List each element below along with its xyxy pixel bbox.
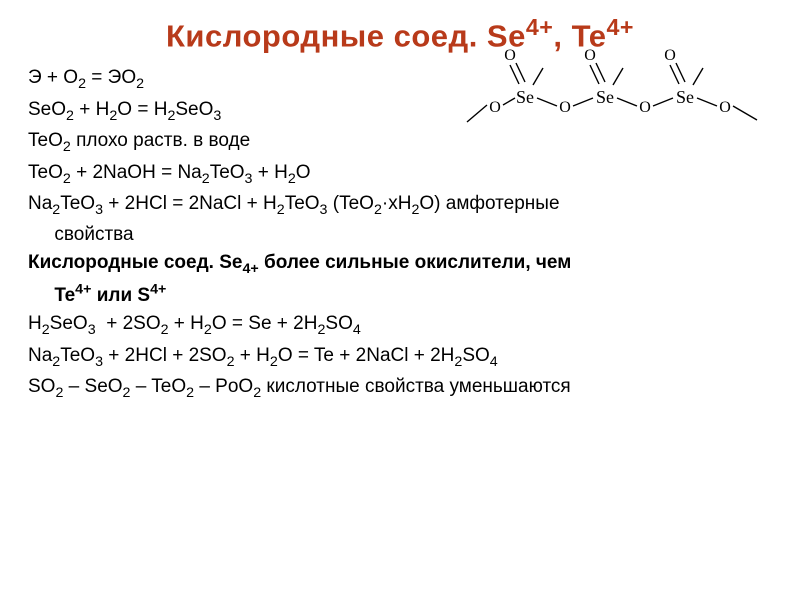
slide: Кислородные соед. Se4+, Te4+ Se O O O Se [0,0,800,600]
o-atom: O [664,47,676,64]
se-atom-1: Se [516,87,534,107]
o-atom: O [559,99,571,116]
eq-line: SO2 – SeO2 – TeO2 – PoO2 кислотные свойс… [28,373,772,403]
structure-diagram: Se O O O Se O O Se [465,40,775,130]
eq-line: H2SeO3 + 2SO2 + H2O = Se + 2H2SO4 [28,310,772,340]
o-atom: O [489,99,501,116]
eq-line: Na2TeO3 + 2HCl = 2NaCl + H2TeO3 (TeO2·xH… [28,190,772,248]
se-atom-3: Se [676,87,694,107]
eq-line: Na2TeO3 + 2HCl + 2SO2 + H2O = Te + 2NaCl… [28,342,772,372]
se-atom-2: Se [596,87,614,107]
eq-line: TeO2 плохо раств. в воде [28,127,772,157]
eq-line: Кислородные соед. Se4+ более сильные оки… [28,249,772,309]
eq-line: TeO2 + 2NaOH = Na2TeO3 + H2O [28,159,772,189]
o-atom: O [719,99,731,116]
o-atom: O [584,47,596,64]
o-atom: O [504,47,516,64]
o-atom: O [639,99,651,116]
